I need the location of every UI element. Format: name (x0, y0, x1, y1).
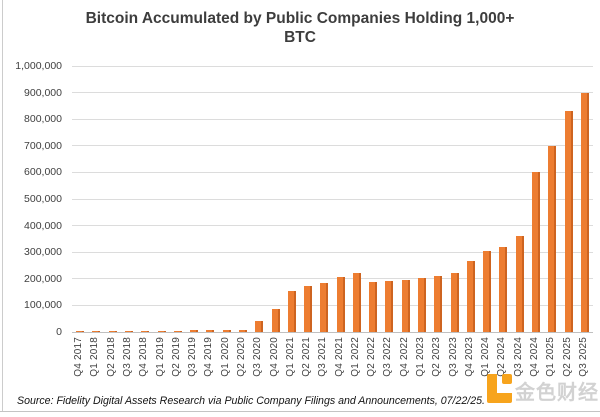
x-axis-tick-label: Q3 2023 (447, 337, 459, 377)
x-axis-tick-label: Q4 2023 (463, 337, 475, 377)
bar (434, 275, 443, 332)
bar (483, 251, 492, 332)
x-axis-tick-label: Q4 2019 (203, 337, 215, 377)
x-axis-tick-label: Q4 2020 (268, 337, 280, 377)
x-axis-tick-label: Q4 2021 (333, 337, 345, 377)
x-axis-tick-label: Q3 2021 (317, 337, 329, 377)
x-axis-tick-label: Q2 2020 (235, 337, 247, 377)
source-note: Source: Fidelity Digital Assets Research… (17, 395, 485, 407)
jinse-finance-logo-icon (487, 374, 512, 403)
bar (515, 236, 524, 332)
bar (385, 281, 394, 332)
x-axis-tick-label: Q2 2025 (561, 337, 573, 377)
x-axis-tick-label: Q3 2020 (252, 337, 264, 377)
watermark: 金色财经 (487, 374, 599, 405)
x-axis-tick-label: Q1 2025 (545, 337, 557, 377)
bar (304, 286, 313, 332)
gridline (72, 92, 593, 94)
bar (92, 330, 101, 332)
x-axis-tick-label: Q2 2021 (301, 337, 313, 377)
x-axis-tick-label: Q4 2018 (138, 337, 150, 377)
y-axis-tick-label: 0 (56, 326, 62, 338)
x-axis-tick-label: Q3 2024 (512, 337, 524, 377)
x-axis-tick-label: Q1 2021 (284, 337, 296, 377)
x-axis-tick-label: Q1 2022 (349, 337, 361, 377)
bar (173, 330, 182, 332)
bar (108, 330, 117, 332)
bar (450, 272, 459, 332)
watermark-text: 金色财经 (515, 382, 599, 404)
bar (222, 330, 231, 332)
bar (255, 321, 264, 332)
x-axis-tick-label: Q2 2022 (366, 337, 378, 377)
x-axis-tick-label: Q3 2022 (382, 337, 394, 377)
panel-bottom-border (0, 411, 600, 412)
y-axis-tick-label: 300,000 (24, 246, 62, 259)
bar (352, 273, 361, 332)
x-axis-tick-label: Q3 2018 (121, 337, 133, 377)
gridline (72, 225, 593, 227)
bar (238, 329, 247, 332)
bar (466, 260, 475, 332)
bar (124, 330, 133, 332)
x-axis-tick-label: Q3 2025 (577, 337, 589, 377)
y-axis-tick-label: 400,000 (24, 219, 62, 232)
bar (401, 279, 410, 332)
bar (206, 330, 215, 332)
panel-left-border (2, 0, 3, 412)
y-axis-tick-label: 500,000 (24, 193, 62, 205)
bar (336, 277, 345, 332)
gridline (72, 198, 593, 200)
bar (76, 330, 85, 332)
x-axis-tick-label: Q1 2020 (219, 337, 231, 377)
bar (532, 172, 541, 332)
bar (190, 330, 199, 332)
gridline (72, 278, 593, 280)
bar (580, 93, 589, 332)
x-axis-tick-label: Q2 2024 (496, 337, 508, 377)
y-axis-tick-label: 800,000 (24, 113, 62, 126)
chart-title-line-1: Bitcoin Accumulated by Public Companies … (85, 10, 515, 27)
bar (418, 278, 427, 332)
bar (548, 145, 557, 332)
bar (271, 309, 280, 332)
gridline (72, 171, 593, 173)
bar (320, 282, 329, 332)
bar (141, 330, 150, 332)
x-axis-tick-label: Q4 2024 (529, 337, 541, 377)
x-axis-tick-label: Q2 2018 (105, 337, 117, 377)
y-axis-tick-label: 700,000 (24, 139, 62, 152)
bar (157, 330, 166, 332)
x-axis-tick-label: Q2 2023 (431, 337, 443, 377)
y-axis-tick-label: 200,000 (24, 272, 62, 285)
gridline (72, 65, 593, 67)
x-axis-tick-label: Q4 2022 (398, 337, 410, 377)
gridline (72, 304, 593, 306)
y-axis-tick-label: 100,000 (24, 299, 62, 312)
gridline (72, 145, 593, 147)
bar (499, 247, 508, 332)
y-axis-tick-label: 1,000,000 (15, 60, 62, 72)
x-axis-tick-label: Q1 2019 (154, 337, 166, 377)
x-axis-tick-label: Q4 2017 (73, 337, 85, 377)
x-axis-line (72, 331, 593, 333)
x-axis-tick-label: Q3 2019 (187, 337, 199, 377)
x-axis-tick-label: Q1 2024 (480, 337, 492, 377)
chart-title-line-2: BTC (284, 29, 316, 46)
y-axis-tick-label: 900,000 (24, 86, 62, 99)
bar (564, 110, 573, 332)
gridline (72, 251, 593, 253)
gridline (72, 118, 593, 120)
bar (369, 281, 378, 332)
x-axis-tick-label: Q2 2019 (170, 337, 182, 377)
bar (287, 290, 296, 332)
y-axis-tick-label: 600,000 (24, 166, 62, 179)
x-axis-tick-label: Q1 2023 (415, 337, 427, 377)
x-axis-tick-label: Q1 2018 (89, 337, 101, 377)
